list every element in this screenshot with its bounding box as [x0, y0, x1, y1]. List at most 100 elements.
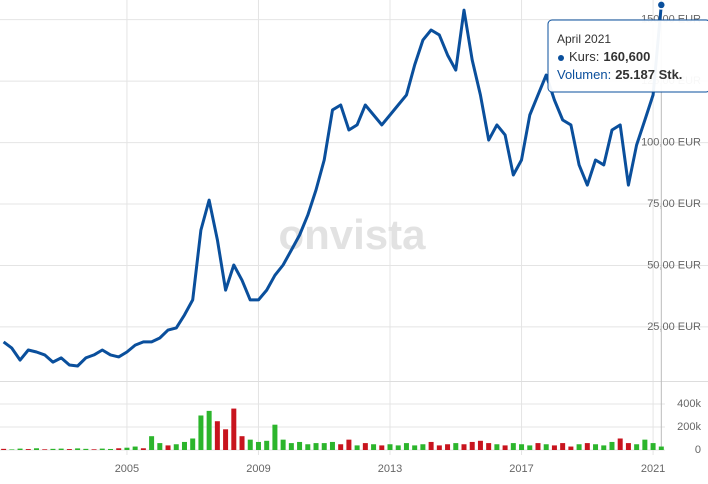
volume-bar — [75, 448, 81, 450]
volume-bar — [338, 444, 344, 450]
volume-bar — [551, 445, 557, 450]
volume-bar — [625, 443, 631, 450]
hover-point — [656, 0, 667, 10]
volume-bar — [124, 447, 130, 450]
volume-bar — [535, 443, 541, 450]
volume-bar — [354, 445, 360, 450]
volume-bar — [255, 441, 261, 450]
tooltip-label: Volumen: — [557, 67, 611, 82]
volume-bar — [83, 448, 89, 450]
volume-bar — [379, 445, 385, 450]
volume-bar — [231, 408, 237, 450]
volume-bar — [313, 443, 319, 450]
volume-bar — [510, 443, 516, 450]
volume-bar — [116, 448, 122, 450]
volume-bar — [149, 436, 155, 450]
x-tick-label: 2009 — [246, 463, 270, 475]
volume-bar — [42, 449, 48, 450]
tooltip-dot — [558, 55, 564, 61]
volume-bar — [395, 445, 401, 450]
tooltip-value: 25.187 Stk. — [615, 67, 682, 82]
volume-bar — [223, 429, 229, 450]
volume-bar — [157, 443, 163, 450]
volume-bar — [445, 444, 451, 450]
volume-bar — [17, 448, 23, 450]
volume-bar — [436, 445, 442, 450]
y-tick-label: 75,00 EUR — [647, 198, 701, 210]
volume-bar — [1, 448, 7, 450]
volume-bar — [140, 448, 146, 450]
volume-bar — [519, 444, 525, 450]
volume-bar — [9, 449, 15, 450]
volume-bar — [50, 448, 56, 450]
volume-bar — [321, 443, 327, 450]
volume-bar — [165, 445, 171, 450]
volume-bar — [264, 440, 270, 450]
x-tick-label: 2005 — [115, 463, 139, 475]
volume-bar — [428, 441, 434, 450]
volume-bar — [420, 444, 426, 450]
volume-bar — [272, 424, 278, 450]
volume-bar — [239, 436, 245, 450]
volume-bar — [461, 444, 467, 450]
volume-bar — [132, 446, 138, 450]
volume-bar — [107, 448, 113, 450]
volume-bar — [584, 443, 590, 450]
volume-bar — [486, 443, 492, 450]
volume-bar — [469, 441, 475, 450]
volume-bar — [634, 444, 640, 450]
volume-bar — [247, 439, 253, 450]
volume-bar — [560, 443, 566, 450]
volume-bar — [494, 444, 500, 450]
volume-bar — [173, 444, 179, 450]
volume-bar — [190, 438, 196, 450]
volume-bar — [658, 446, 664, 450]
tooltip-value: 160,600 — [603, 49, 650, 64]
volume-bar — [206, 410, 212, 450]
tooltip-label: Kurs: — [569, 49, 599, 64]
y2-tick-label: 0 — [695, 444, 701, 456]
volume-bar — [403, 443, 409, 450]
volume-bar — [280, 439, 286, 450]
volume-bar — [181, 441, 187, 450]
volume-bar — [288, 443, 294, 450]
volume-bar — [568, 446, 574, 450]
volume-bar — [593, 444, 599, 450]
volume-bar — [214, 421, 220, 450]
y2-tick-label: 200k — [677, 421, 701, 433]
y-tick-label: 25,00 EUR — [647, 321, 701, 333]
volume-bar — [412, 445, 418, 450]
volume-bar — [543, 444, 549, 450]
volume-bar — [650, 443, 656, 450]
volume-bar — [305, 444, 311, 450]
watermark: onvista — [278, 211, 426, 258]
y-tick-label: 100,00 EUR — [641, 136, 701, 148]
volume-bar — [297, 441, 303, 450]
volume-bar — [329, 441, 335, 450]
volume-bar — [371, 444, 377, 450]
volume-bar — [99, 448, 105, 450]
volume-bar — [453, 443, 459, 450]
volume-bar — [346, 439, 352, 450]
x-tick-label: 2017 — [509, 463, 533, 475]
tooltip-row: Kurs: 160,600 — [569, 49, 650, 64]
x-tick-label: 2013 — [378, 463, 402, 475]
volume-bar — [91, 449, 97, 450]
volume-bar — [34, 448, 40, 450]
y2-tick-label: 400k — [677, 398, 701, 410]
volume-bar — [527, 445, 533, 450]
volume-bar — [477, 440, 483, 450]
volume-bar — [576, 444, 582, 450]
volume-bar — [198, 415, 204, 450]
volume-bar — [66, 449, 72, 450]
volume-bar — [609, 441, 615, 450]
volume-bar — [25, 449, 31, 450]
volume-bar — [362, 443, 368, 450]
volume-bar — [58, 448, 64, 450]
tooltip: April 2021 Kurs: 160,600 Volumen: 25.187 Stk… — [547, 19, 708, 93]
tooltip-title: April 2021 — [557, 32, 611, 46]
tooltip-row: Volumen: 25.187 Stk. — [557, 67, 682, 82]
volume-bar — [642, 439, 648, 450]
